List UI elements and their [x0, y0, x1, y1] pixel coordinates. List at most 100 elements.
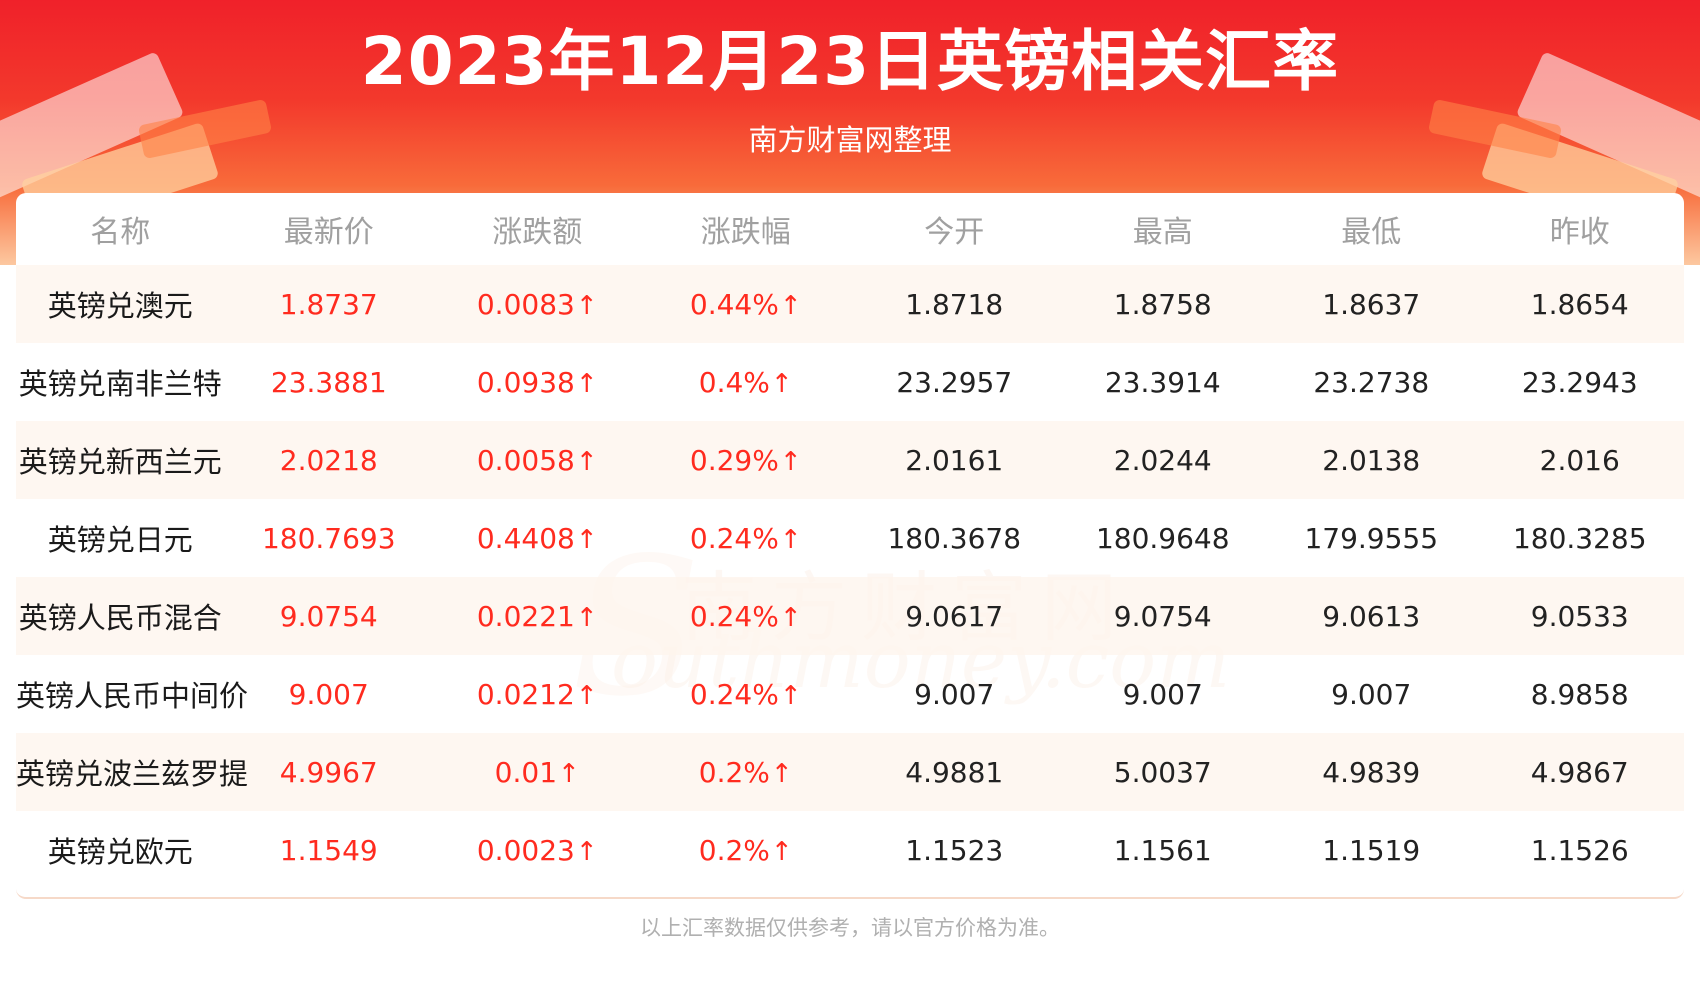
up-arrow-icon: ↑: [575, 524, 598, 555]
high-price: 9.0754: [1058, 577, 1267, 655]
currency-pair-name: 英镑兑日元: [16, 499, 225, 577]
change-percent: 0.29%: [689, 443, 779, 477]
open-price: 9.0617: [850, 577, 1059, 655]
up-arrow-icon: ↑: [575, 680, 598, 711]
up-arrow-icon: ↑: [575, 446, 598, 477]
up-arrow-icon: ↑: [575, 602, 598, 633]
low-price: 4.9839: [1267, 733, 1476, 811]
change-amount-cell: 0.0212↑: [433, 655, 642, 733]
up-arrow-icon: ↑: [575, 836, 598, 867]
page-subtitle: 南方财富网整理: [748, 123, 952, 157]
change-amount: 0.0083: [476, 287, 575, 321]
change-amount-cell: 0.0023↑: [433, 811, 642, 889]
open-price: 23.2957: [850, 343, 1059, 421]
column-header: 最高: [1132, 215, 1193, 250]
up-arrow-icon: ↑: [779, 290, 802, 321]
open-price: 2.0161: [850, 421, 1059, 499]
currency-pair-name: 英镑人民币中间价: [16, 655, 248, 733]
high-price: 1.8758: [1058, 265, 1267, 343]
change-amount-cell: 0.0938↑: [433, 343, 642, 421]
change-amount: 0.0212: [476, 677, 575, 711]
column-header: 涨跌幅: [700, 215, 791, 250]
low-price: 179.9555: [1267, 499, 1476, 577]
column-header: 今开: [924, 215, 985, 250]
column-header: 名称: [90, 215, 151, 250]
column-header: 最新价: [283, 215, 374, 250]
low-price: 9.0613: [1267, 577, 1476, 655]
high-price: 9.007: [1058, 655, 1267, 733]
change-percent-cell: 0.24%↑: [641, 655, 850, 733]
latest-price: 2.0218: [224, 421, 433, 499]
table-row: 英镑兑澳元 1.8737 0.0083↑ 0.44%↑ 1.8718 1.875…: [16, 265, 1684, 343]
open-price: 4.9881: [850, 733, 1059, 811]
change-amount: 0.4408: [476, 521, 575, 555]
low-price: 1.8637: [1267, 265, 1476, 343]
table-row: 英镑兑欧元 1.1549 0.0023↑ 0.2%↑ 1.1523 1.1561…: [16, 811, 1684, 889]
change-amount-cell: 0.4408↑: [433, 499, 642, 577]
open-price: 9.007: [850, 655, 1059, 733]
table-row: 英镑兑波兰兹罗提 4.9967 0.01↑ 0.2%↑ 4.9881 5.003…: [16, 733, 1684, 811]
table-row: 英镑兑南非兰特 23.3881 0.0938↑ 0.4%↑ 23.2957 23…: [16, 343, 1684, 421]
low-price: 1.1519: [1267, 811, 1476, 889]
latest-price: 9.0754: [224, 577, 433, 655]
column-header: 涨跌额: [492, 215, 583, 250]
change-percent-cell: 0.2%↑: [641, 733, 850, 811]
currency-pair-name: 英镑兑欧元: [16, 811, 225, 889]
change-percent-cell: 0.2%↑: [641, 811, 850, 889]
prev-close-price: 4.9867: [1475, 733, 1684, 811]
change-amount: 0.0221: [476, 599, 575, 633]
prev-close-price: 23.2943: [1475, 343, 1684, 421]
change-amount: 0.01: [494, 755, 558, 789]
latest-price: 1.1549: [224, 811, 433, 889]
up-arrow-icon: ↑: [770, 368, 793, 399]
prev-close-price: 1.8654: [1475, 265, 1684, 343]
prev-close-price: 180.3285: [1475, 499, 1684, 577]
change-amount: 0.0938: [476, 365, 575, 399]
latest-price: 4.9967: [224, 733, 433, 811]
change-percent: 0.24%: [689, 599, 779, 633]
up-arrow-icon: ↑: [558, 758, 580, 789]
currency-pair-name: 英镑兑新西兰元: [16, 421, 225, 499]
high-price: 23.3914: [1058, 343, 1267, 421]
currency-pair-name: 英镑兑澳元: [16, 265, 225, 343]
prev-close-price: 1.1526: [1475, 811, 1684, 889]
column-header: 昨收: [1549, 215, 1610, 250]
high-price: 5.0037: [1058, 733, 1267, 811]
rates-card: S 南方财富网 outhmoney.com 名称 最新价 涨跌额 涨跌幅 今开 …: [16, 193, 1684, 899]
high-price: 180.9648: [1058, 499, 1267, 577]
currency-pair-name: 英镑兑波兰兹罗提: [16, 733, 248, 811]
up-arrow-icon: ↑: [575, 290, 598, 321]
change-percent: 0.24%: [689, 521, 779, 555]
prev-close-price: 9.0533: [1475, 577, 1684, 655]
latest-price: 1.8737: [224, 265, 433, 343]
table-row: 英镑兑日元 180.7693 0.4408↑ 0.24% ↑ 180.3678 1…: [16, 499, 1684, 577]
prev-close-price: 2.016: [1475, 421, 1684, 499]
open-price: 180.3678: [850, 499, 1059, 577]
table-row: 英镑人民币中间价 9.007 0.0212↑ 0.24%↑ 9.007 9.00…: [16, 655, 1684, 733]
rates-table: 名称 最新价 涨跌额 涨跌幅 今开 最高 最低 昨收 英镑兑澳元 1.8737 …: [16, 193, 1684, 889]
latest-price: 180.7693: [224, 499, 433, 577]
up-arrow-icon: ↑: [770, 836, 793, 867]
change-percent: 0.2%: [698, 833, 770, 867]
up-arrow-icon: ↑: [575, 368, 598, 399]
low-price: 2.0138: [1267, 421, 1476, 499]
change-amount-cell: 0.01↑: [433, 733, 642, 811]
change-percent: 0.24%: [689, 677, 779, 711]
up-arrow-icon: ↑: [779, 680, 802, 711]
change-percent-cell: 0.24%↑: [641, 577, 850, 655]
page-title: 2023年12月23日英镑相关汇率: [360, 23, 1340, 100]
column-header: 最低: [1341, 215, 1402, 250]
low-price: 23.2738: [1267, 343, 1476, 421]
change-amount-cell: 0.0083↑: [433, 265, 642, 343]
change-percent-cell: 0.29%↑: [641, 421, 850, 499]
up-arrow-icon: ↑: [779, 602, 802, 633]
up-arrow-icon: ↑: [770, 758, 793, 789]
latest-price: 9.007: [224, 655, 433, 733]
change-percent: 0.44%: [689, 287, 779, 321]
table-row: 英镑兑新西兰元 2.0218 0.0058↑ 0.29%↑ 2.0161 2.0…: [16, 421, 1684, 499]
change-percent-cell: 0.4%↑: [641, 343, 850, 421]
table-header-row: 名称 最新价 涨跌额 涨跌幅 今开 最高 最低 昨收: [16, 193, 1684, 265]
change-amount: 0.0023: [476, 833, 575, 867]
open-price: 1.1523: [850, 811, 1059, 889]
change-percent-cell: 0.44%↑: [641, 265, 850, 343]
